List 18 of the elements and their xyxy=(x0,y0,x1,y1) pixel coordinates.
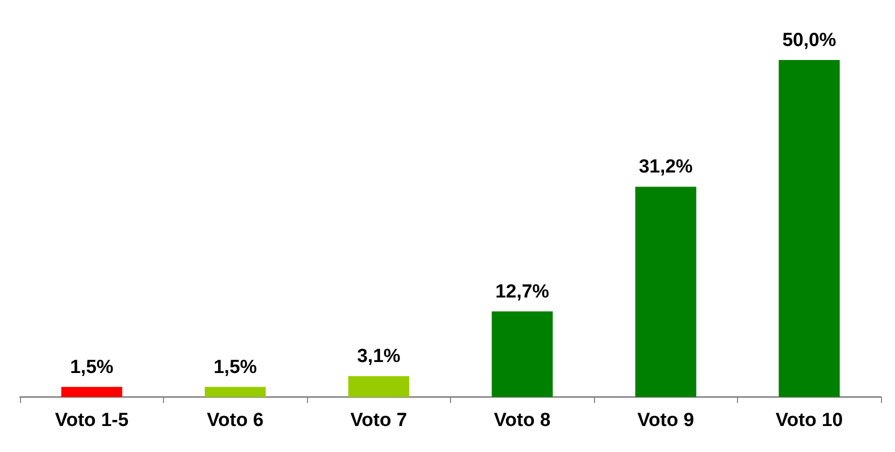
data-label: 50,0% xyxy=(782,30,836,51)
bar xyxy=(778,60,840,397)
data-label: 31,2% xyxy=(638,156,693,178)
x-tick-label: Voto 7 xyxy=(350,410,408,431)
data-label: 3,1% xyxy=(357,346,401,368)
data-label: 12,7% xyxy=(495,281,550,302)
x-tick-label: Voto 9 xyxy=(637,410,694,431)
data-label: 1,5% xyxy=(70,356,114,378)
bar xyxy=(492,311,553,397)
x-tick-label: Voto 6 xyxy=(206,410,264,431)
x-tick-label: Voto 1-5 xyxy=(54,410,129,431)
bar xyxy=(61,386,122,397)
bar xyxy=(348,376,410,397)
bar xyxy=(635,186,696,397)
x-tick-label: Voto 10 xyxy=(776,410,843,431)
data-label: 1,5% xyxy=(214,356,258,378)
bar xyxy=(204,386,266,397)
x-tick-label: Voto 8 xyxy=(494,410,551,431)
